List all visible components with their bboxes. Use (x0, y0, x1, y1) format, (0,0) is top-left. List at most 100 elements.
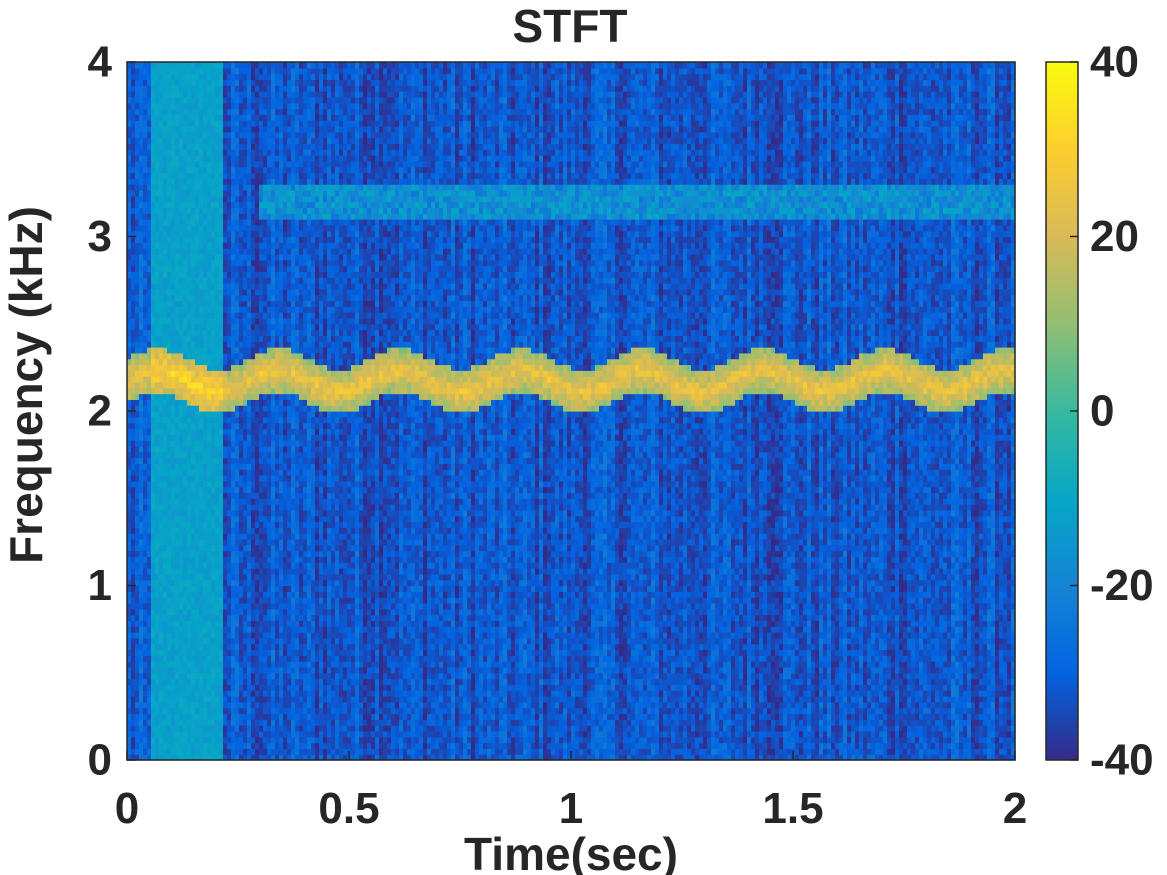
heatmap-cell (135, 510, 140, 516)
heatmap-cell (235, 271, 240, 277)
heatmap-cell (267, 690, 272, 696)
heatmap-cell (195, 684, 200, 690)
heatmap-cell (179, 109, 184, 115)
heatmap-cell (215, 85, 220, 91)
heatmap-cell (251, 62, 256, 68)
heatmap-cell (167, 149, 172, 155)
heatmap-cell (163, 225, 168, 231)
heatmap-cell (223, 248, 228, 254)
heatmap-cell (143, 417, 148, 423)
heatmap-cell (287, 359, 292, 365)
heatmap-cell (267, 737, 272, 743)
heatmap-cell (259, 632, 264, 638)
heatmap-cell (147, 364, 152, 370)
heatmap-cell (131, 184, 136, 190)
heatmap-cell (259, 306, 264, 312)
heatmap-cell (271, 615, 276, 621)
heatmap-cell (191, 295, 196, 301)
heatmap-cell (183, 428, 188, 434)
heatmap-cell (211, 632, 216, 638)
heatmap-cell (147, 423, 152, 429)
heatmap-cell (231, 504, 236, 510)
heatmap-cell (171, 300, 176, 306)
heatmap-cell (255, 347, 260, 353)
heatmap-cell (291, 440, 296, 446)
heatmap-cell (167, 266, 172, 272)
heatmap-cell (287, 283, 292, 289)
heatmap-cell (191, 556, 196, 562)
heatmap-cell (203, 394, 208, 400)
heatmap-cell (135, 330, 140, 336)
heatmap-cell (159, 492, 164, 498)
heatmap-cell (247, 347, 252, 353)
heatmap-cell (187, 522, 192, 528)
heatmap-cell (223, 545, 228, 551)
heatmap-cell (279, 231, 284, 237)
heatmap-cell (279, 295, 284, 301)
heatmap-cell (235, 225, 240, 231)
heatmap-cell (243, 283, 248, 289)
heatmap-cell (231, 126, 236, 132)
heatmap-cell (259, 725, 264, 731)
heatmap-cell (163, 667, 168, 673)
heatmap-cell (195, 85, 200, 91)
heatmap-cell (219, 446, 224, 452)
heatmap-cell (227, 748, 232, 754)
heatmap-cell (187, 690, 192, 696)
heatmap-cell (155, 399, 160, 405)
heatmap-cell (207, 260, 212, 266)
heatmap-cell (155, 440, 160, 446)
heatmap-cell (271, 434, 276, 440)
heatmap-cell (191, 394, 196, 400)
heatmap-cell (135, 74, 140, 80)
heatmap-cell (163, 79, 168, 85)
heatmap-cell (231, 178, 236, 184)
heatmap-cell (199, 68, 204, 74)
heatmap-cell (199, 551, 204, 557)
heatmap-cell (267, 324, 272, 330)
heatmap-cell (211, 452, 216, 458)
heatmap-cell (207, 580, 212, 586)
heatmap-cell (263, 708, 268, 714)
heatmap-cell (267, 510, 272, 516)
heatmap-cell (291, 312, 296, 318)
heatmap-cell (227, 173, 232, 179)
heatmap-cell (215, 644, 220, 650)
heatmap-cell (143, 574, 148, 580)
heatmap-cell (291, 364, 296, 370)
heatmap-cell (179, 597, 184, 603)
heatmap-cell (155, 388, 160, 394)
heatmap-cell (235, 359, 240, 365)
heatmap-cell (155, 580, 160, 586)
heatmap-cell (215, 132, 220, 138)
heatmap-cell (219, 463, 224, 469)
heatmap-cell (279, 237, 284, 243)
heatmap-cell (227, 277, 232, 283)
heatmap-cell (219, 527, 224, 533)
heatmap-cell (207, 690, 212, 696)
heatmap-cell (287, 62, 292, 68)
heatmap-cell (227, 475, 232, 481)
heatmap-cell (291, 458, 296, 464)
heatmap-cell (203, 446, 208, 452)
heatmap-cell (271, 376, 276, 382)
heatmap-cell (259, 62, 264, 68)
heatmap-cell (259, 516, 264, 522)
heatmap-cell (267, 364, 272, 370)
heatmap-cell (255, 428, 260, 434)
heatmap-cell (155, 109, 160, 115)
heatmap-cell (219, 487, 224, 493)
heatmap-cell (187, 394, 192, 400)
heatmap-cell (247, 527, 252, 533)
heatmap-cell (143, 434, 148, 440)
heatmap-cell (139, 376, 144, 382)
heatmap-cell (243, 492, 248, 498)
heatmap-cell (175, 143, 180, 149)
heatmap-cell (263, 458, 268, 464)
heatmap-cell (187, 638, 192, 644)
heatmap-cell (271, 452, 276, 458)
heatmap-cell (259, 231, 264, 237)
heatmap-cell (163, 731, 168, 737)
heatmap-cell (159, 260, 164, 266)
heatmap-cell (171, 591, 176, 597)
